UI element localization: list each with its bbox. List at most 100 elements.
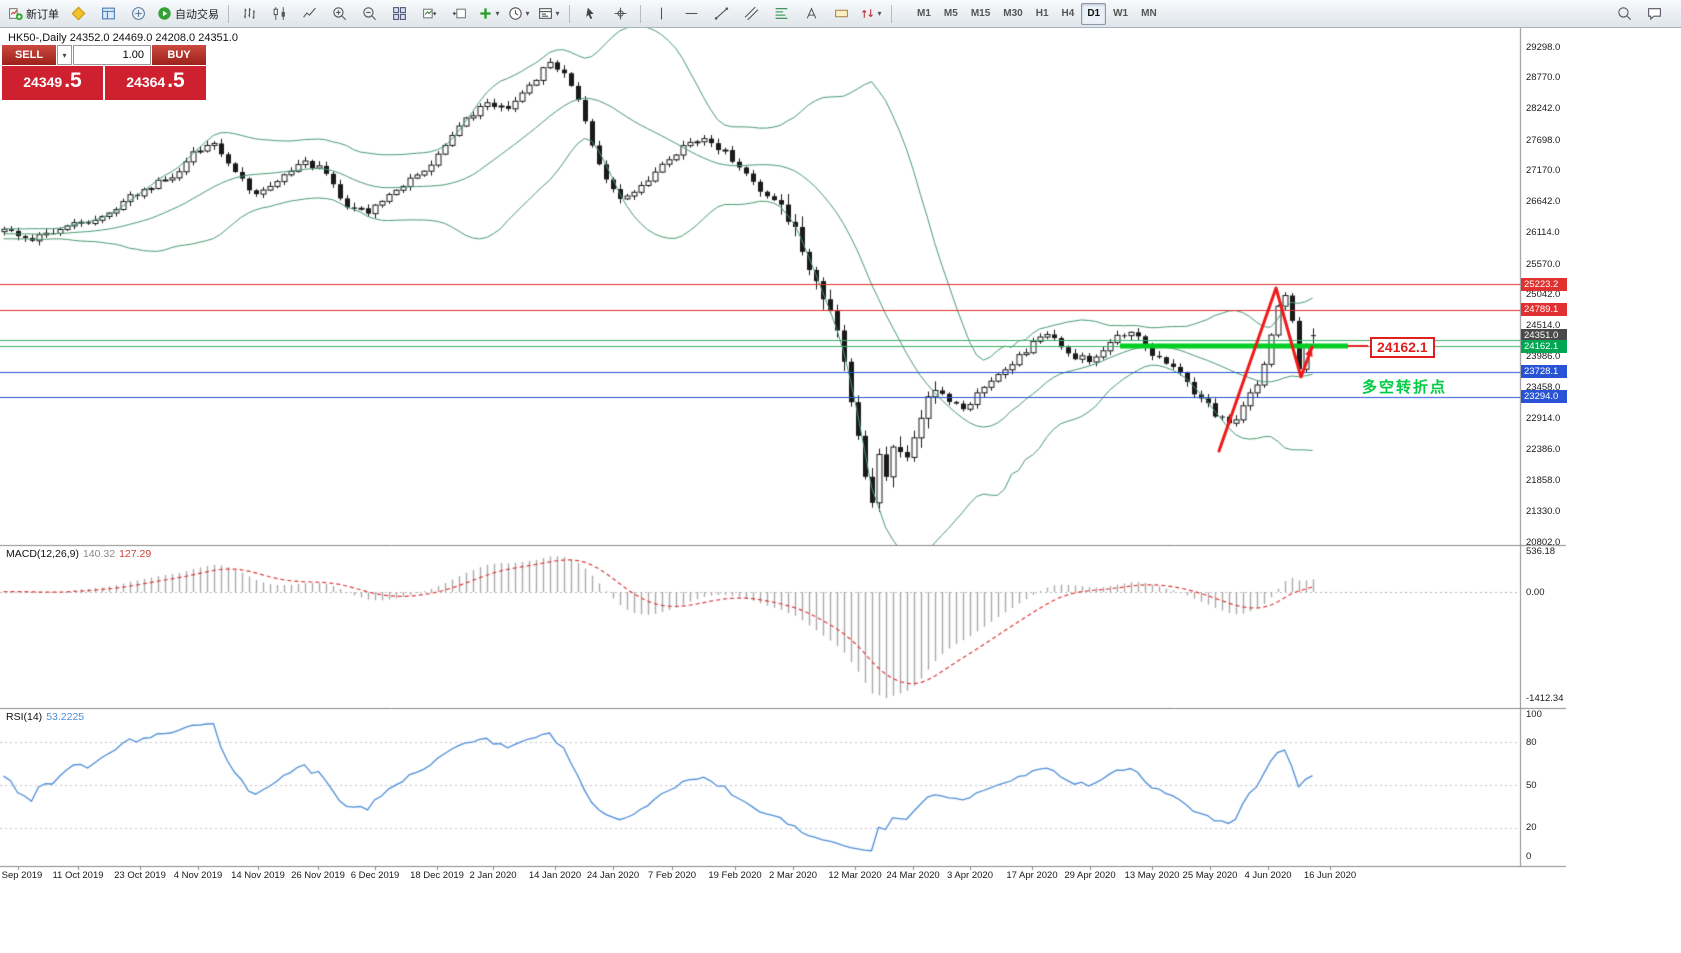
timeframe-D1[interactable]: D1 bbox=[1081, 2, 1107, 25]
toolbar-separator bbox=[640, 4, 641, 23]
data-window-button[interactable] bbox=[123, 2, 153, 26]
rsi-value: 53.2225 bbox=[46, 711, 85, 723]
macd-axis-label: 0.00 bbox=[1526, 586, 1545, 598]
equidistant-channel-button[interactable] bbox=[736, 2, 766, 26]
hline-icon bbox=[684, 6, 699, 21]
sell-price-main: 24349 bbox=[23, 74, 63, 90]
timeframe-W1[interactable]: W1 bbox=[1113, 8, 1129, 19]
timeframe-H4[interactable]: H4 bbox=[1061, 8, 1075, 19]
date-axis-label: 17 Apr 2020 bbox=[1006, 870, 1058, 881]
toolbar: 新订单 自动交易 ▾ ▾ ▾ ▾ M1 M5 M15 M30 H1 H4 D1 W1 MN bbox=[0, 0, 1681, 28]
date-axis-label: 7 Sep 2019 bbox=[0, 870, 43, 881]
price-axis-label: 27170.0 bbox=[1526, 165, 1561, 177]
search-icon bbox=[1617, 6, 1632, 21]
macd-main-value: 140.32 bbox=[82, 548, 116, 560]
cursor-icon bbox=[583, 6, 598, 21]
autotrading-button[interactable]: 自动交易 bbox=[153, 2, 223, 26]
price-axis-label: 26642.0 bbox=[1526, 196, 1561, 208]
buy-price[interactable]: 24364 .5 bbox=[105, 66, 206, 100]
turning-point-annotation[interactable]: 多空转折点 bbox=[1362, 379, 1448, 396]
volume-input[interactable] bbox=[73, 45, 151, 65]
line-chart-button[interactable] bbox=[294, 2, 324, 26]
price-tag: 24789.1 bbox=[1521, 303, 1567, 317]
buy-price-frac: .5 bbox=[167, 69, 185, 92]
price-tag: 23294.0 bbox=[1521, 390, 1567, 404]
fibonacci-button[interactable] bbox=[766, 2, 796, 26]
sell-price[interactable]: 24349 .5 bbox=[2, 66, 103, 100]
one-click-trading-widget: SELL ▾ BUY 24349 .5 24364 .5 bbox=[2, 45, 206, 100]
rsi-axis-label: 50 bbox=[1526, 779, 1537, 791]
chart-title: HK50-,Daily 24352.0 24469.0 24208.0 2435… bbox=[8, 32, 238, 44]
trendline-button[interactable] bbox=[706, 2, 736, 26]
zoom-in-icon bbox=[332, 6, 347, 21]
price-callout[interactable]: 24162.1 bbox=[1370, 337, 1435, 358]
rsi-axis-label: 0 bbox=[1526, 850, 1532, 862]
new-order-button[interactable]: 新订单 bbox=[4, 2, 63, 26]
zoom-out-icon bbox=[362, 6, 377, 21]
date-axis-label: 7 Feb 2020 bbox=[647, 870, 697, 881]
fibonacci-icon bbox=[774, 6, 789, 21]
sell-button[interactable]: SELL bbox=[2, 45, 56, 65]
chat-icon bbox=[1647, 6, 1662, 21]
label-icon bbox=[834, 6, 849, 21]
toolbar-separator bbox=[569, 4, 570, 23]
volume-dropdown[interactable]: ▾ bbox=[57, 45, 72, 65]
market-watch-button[interactable] bbox=[93, 2, 123, 26]
templates-button[interactable]: ▾ bbox=[534, 2, 564, 26]
chart-shift-icon bbox=[452, 6, 467, 21]
timeframe-H1[interactable]: H1 bbox=[1035, 8, 1049, 19]
arrows-button[interactable]: ▾ bbox=[856, 2, 886, 26]
date-axis-label: 6 Dec 2019 bbox=[350, 870, 400, 881]
autotrading-button-label: 自动交易 bbox=[175, 8, 219, 21]
price-axis-label: 22386.0 bbox=[1526, 444, 1561, 456]
autotrading-icon bbox=[157, 6, 172, 21]
macd-axis-label: 536.18 bbox=[1526, 546, 1556, 558]
price-axis-label: 21858.0 bbox=[1526, 474, 1561, 486]
timeframe-MN[interactable]: MN bbox=[1141, 8, 1157, 19]
text-button[interactable] bbox=[796, 2, 826, 26]
price-axis-label: 21330.0 bbox=[1526, 505, 1561, 517]
date-axis-label: 26 Nov 2019 bbox=[291, 870, 345, 881]
search-button[interactable] bbox=[1609, 2, 1639, 26]
macd-axis-label: -1412.34 bbox=[1526, 692, 1564, 704]
timeframe-M1[interactable]: M1 bbox=[917, 8, 931, 19]
candlestick-chart-button[interactable] bbox=[264, 2, 294, 26]
market-watch-icon bbox=[101, 6, 116, 21]
timeframe-M15[interactable]: M15 bbox=[970, 8, 991, 19]
buy-button[interactable]: BUY bbox=[152, 45, 206, 65]
tile-windows-button[interactable] bbox=[384, 2, 414, 26]
chart-shift-button[interactable] bbox=[444, 2, 474, 26]
new-order-button-label: 新订单 bbox=[26, 8, 59, 21]
vertical-line-button[interactable] bbox=[646, 2, 676, 26]
indicators-button[interactable]: ▾ bbox=[474, 2, 504, 26]
rsi-label: RSI(14) 53.2225 bbox=[6, 711, 84, 723]
timeframe-M30[interactable]: M30 bbox=[1003, 8, 1023, 19]
bar-chart-button[interactable] bbox=[234, 2, 264, 26]
price-axis-label: 23986.0 bbox=[1526, 350, 1561, 362]
date-axis-label: 14 Nov 2019 bbox=[231, 870, 285, 881]
date-axis-label: 25 May 2020 bbox=[1182, 870, 1238, 881]
date-axis-label: 2 Mar 2020 bbox=[768, 870, 818, 881]
auto-scroll-button[interactable] bbox=[414, 2, 444, 26]
text-label-button[interactable] bbox=[826, 2, 856, 26]
price-tag: 25223.2 bbox=[1521, 277, 1567, 291]
bar-chart-icon bbox=[242, 6, 257, 21]
periods-button[interactable]: ▾ bbox=[504, 2, 534, 26]
chat-button[interactable] bbox=[1639, 2, 1669, 26]
horizontal-line-button[interactable] bbox=[676, 2, 706, 26]
zoom-out-button[interactable] bbox=[354, 2, 384, 26]
date-axis-label: 13 May 2020 bbox=[1124, 870, 1180, 881]
templates-icon bbox=[538, 6, 553, 21]
crosshair-button[interactable] bbox=[605, 2, 635, 26]
metaeditor-button[interactable] bbox=[63, 2, 93, 26]
cursor-button[interactable] bbox=[575, 2, 605, 26]
date-axis-label: 16 Jun 2020 bbox=[1303, 870, 1357, 881]
sell-price-frac: .5 bbox=[64, 69, 82, 92]
date-axis-label: 12 Mar 2020 bbox=[828, 870, 882, 881]
zoom-in-button[interactable] bbox=[324, 2, 354, 26]
timeframe-M5[interactable]: M5 bbox=[943, 8, 958, 19]
price-tag: 24162.1 bbox=[1521, 339, 1567, 353]
line-chart-icon bbox=[302, 6, 317, 21]
